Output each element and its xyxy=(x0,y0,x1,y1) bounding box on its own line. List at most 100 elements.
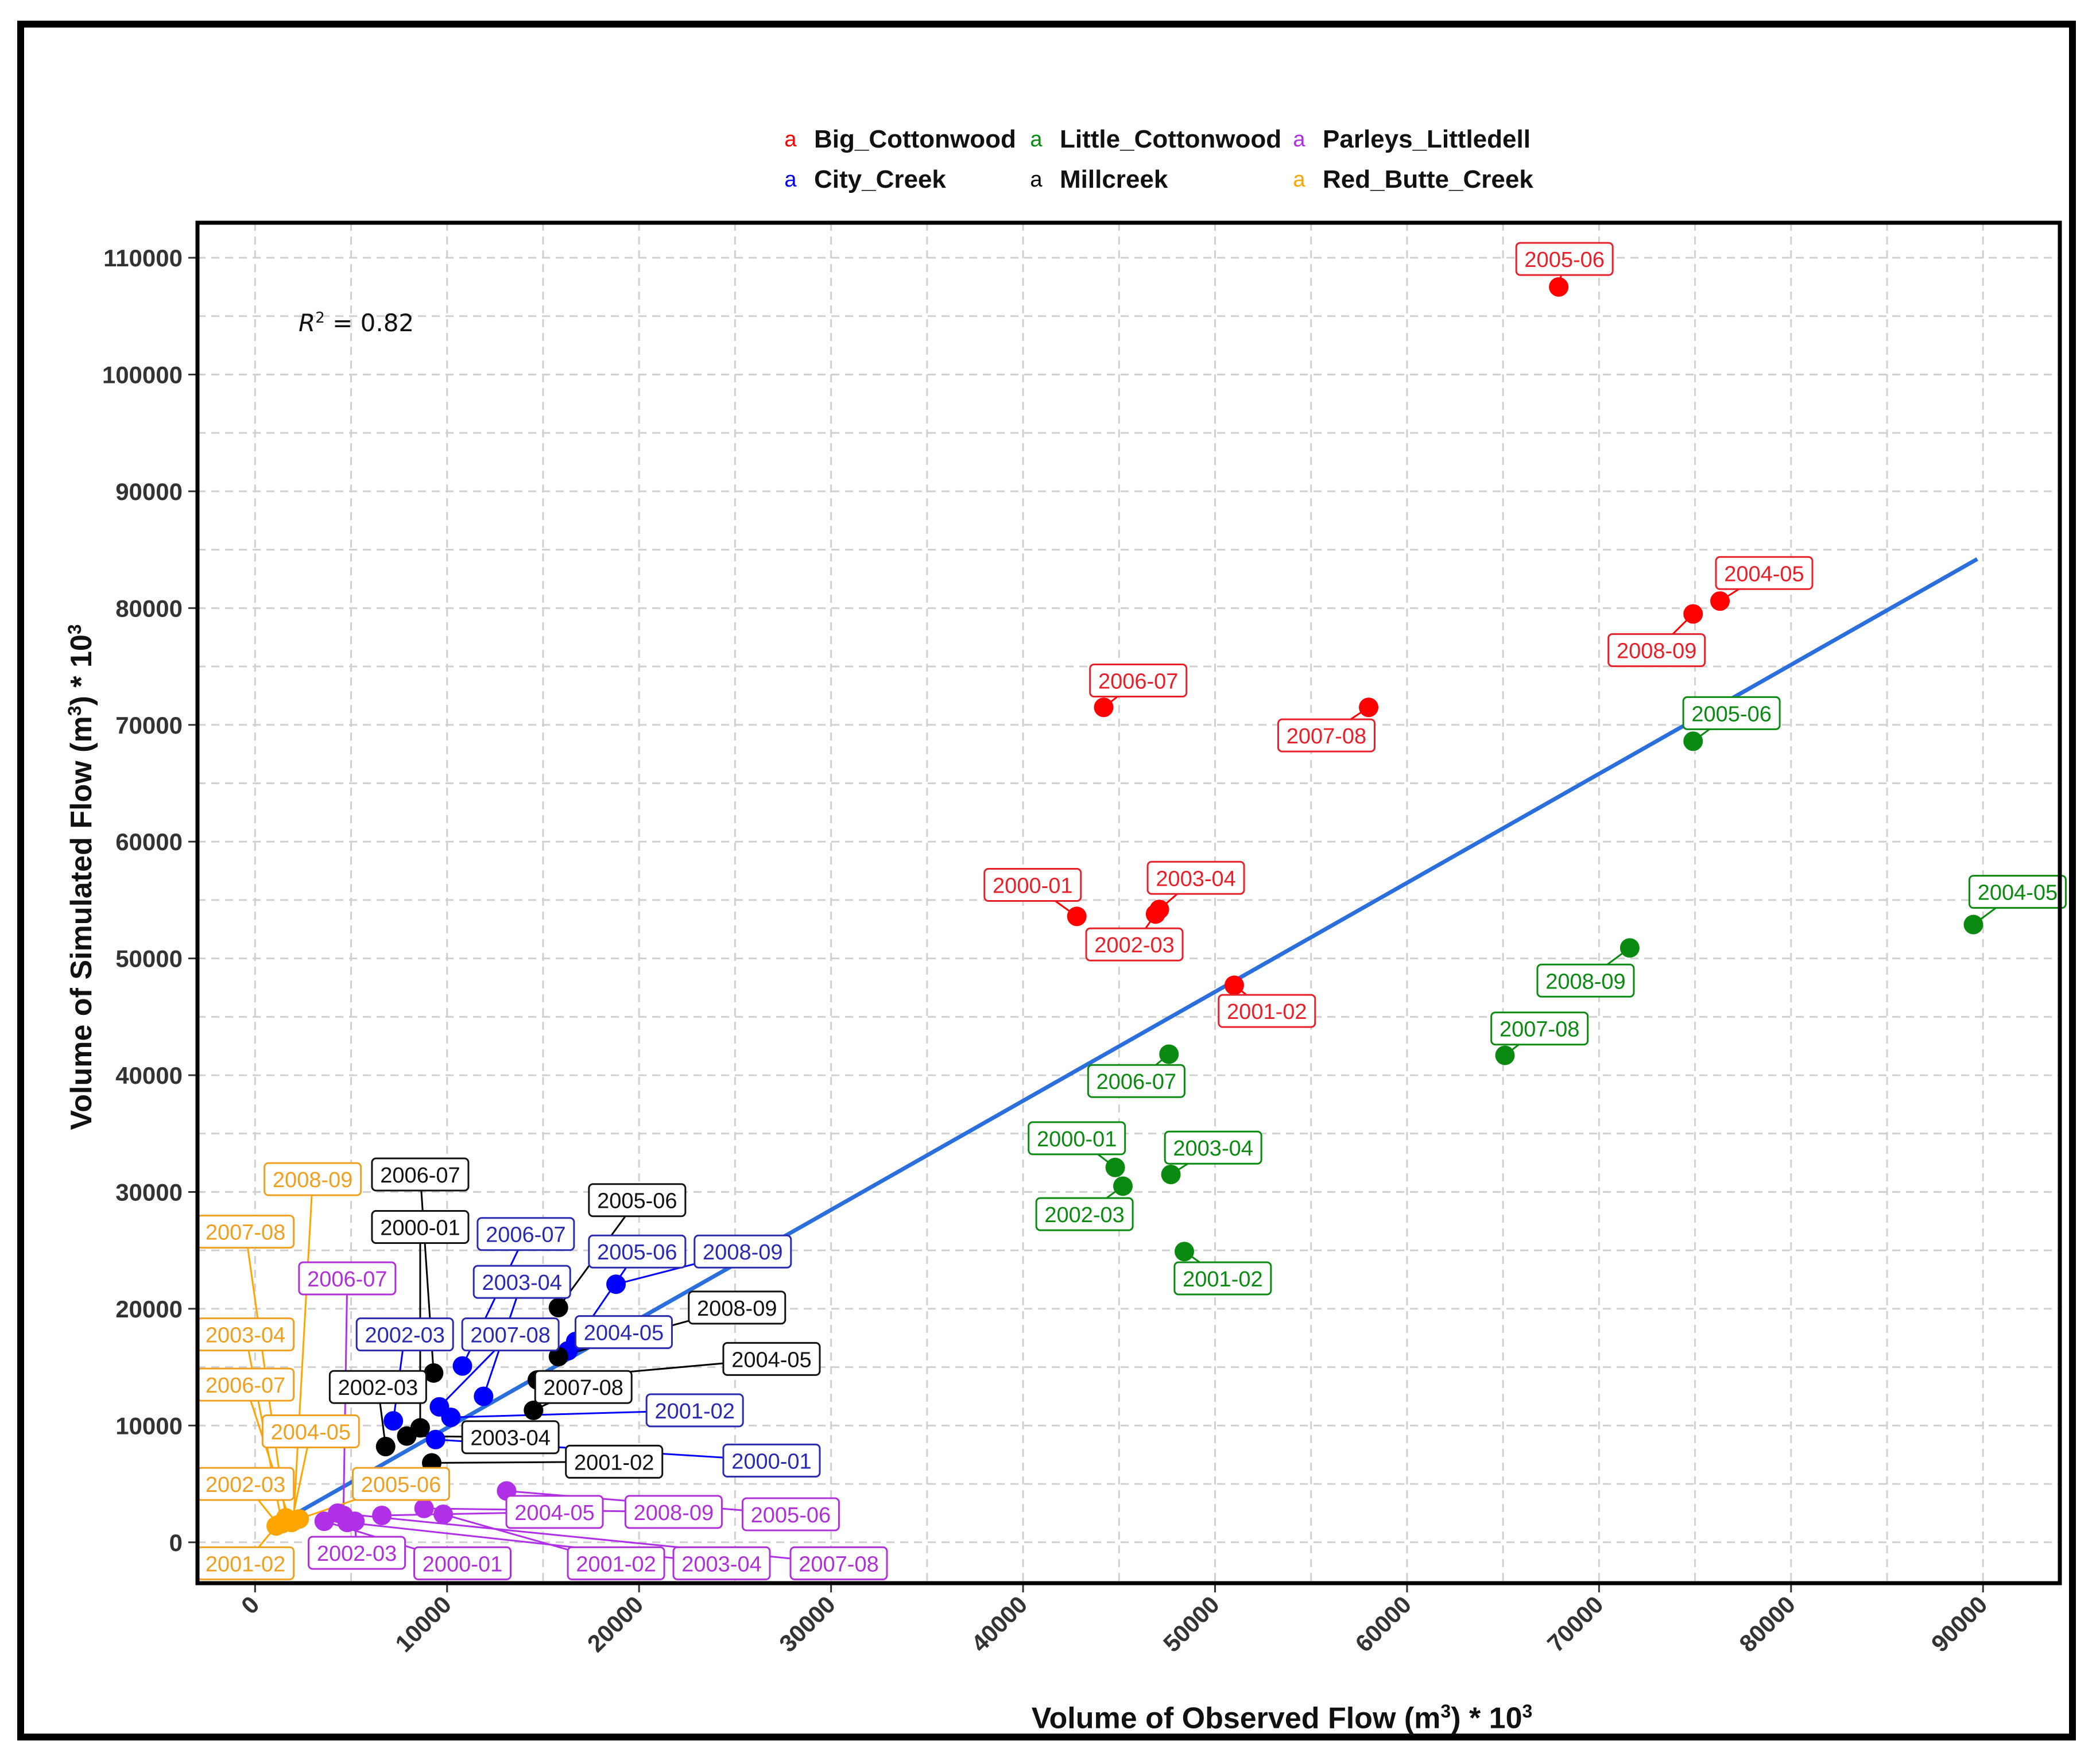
data-point xyxy=(452,1356,472,1376)
data-point xyxy=(606,1274,626,1294)
data-label-box xyxy=(461,1317,560,1352)
data-point xyxy=(1963,914,1983,935)
x-axis-title-main: Volume of Observed Flow (m xyxy=(1031,1701,1441,1735)
data-point xyxy=(289,1509,309,1529)
legend-label: City_Creek xyxy=(814,165,946,193)
data-label: 2003-04 xyxy=(482,1271,561,1295)
data-point xyxy=(375,1436,396,1456)
x-axis-title: Volume of Observed Flow (m3) * 103 xyxy=(24,1701,2069,1735)
data-label: 2005-06 xyxy=(361,1473,441,1497)
data-label-box xyxy=(983,867,1082,902)
x-axis-title-sup: 3 xyxy=(1522,1701,1533,1722)
legend-key: a xyxy=(1293,167,1305,192)
data-label-box xyxy=(1085,927,1184,962)
data-label: 2004-05 xyxy=(1724,562,1804,586)
data-label: 2001-02 xyxy=(1183,1267,1262,1292)
data-point xyxy=(1710,591,1730,611)
legend-label: Red_Butte_Creek xyxy=(1323,165,1533,193)
data-point xyxy=(548,1347,568,1367)
data-label: 2002-03 xyxy=(1094,933,1174,957)
data-label-box xyxy=(1173,1261,1272,1296)
data-label: 2005-06 xyxy=(751,1503,831,1527)
data-label: 2003-04 xyxy=(470,1426,550,1451)
data-label: 2006-07 xyxy=(380,1164,460,1188)
legend-item-big-cottonwood: a Big_Cottonwood xyxy=(782,125,1016,154)
legend-label: Millcreek xyxy=(1060,165,1168,193)
data-label-box xyxy=(298,1261,397,1296)
data-point xyxy=(1174,1242,1194,1262)
data-label-box xyxy=(688,1290,787,1325)
data-point xyxy=(266,1516,286,1536)
data-label: 2003-04 xyxy=(206,1324,285,1348)
data-label-box xyxy=(1218,994,1316,1028)
data-label-box xyxy=(693,1234,792,1269)
legend-key: a xyxy=(1030,127,1043,152)
legend-label: Little_Cottonwood xyxy=(1060,125,1282,153)
data-label: 2000-01 xyxy=(1037,1127,1117,1152)
data-label-box xyxy=(371,1157,470,1192)
y-tick-label: 40000 xyxy=(115,1062,183,1089)
data-label: 2005-06 xyxy=(1691,702,1771,726)
data-point xyxy=(1683,604,1703,624)
data-label-box xyxy=(1536,963,1635,998)
data-label-box xyxy=(672,1546,771,1580)
data-label-box xyxy=(476,1217,575,1251)
data-point xyxy=(1495,1045,1515,1065)
data-label-box xyxy=(472,1265,571,1299)
x-tick-label: 90000 xyxy=(1926,1591,1993,1657)
y-axis-title-sup: 3 xyxy=(64,705,85,716)
data-label-box xyxy=(505,1495,604,1529)
legend-item-red-butte-creek: a Red_Butte_Creek xyxy=(1291,165,1533,194)
plot-panel-border xyxy=(195,220,2062,1585)
data-label-box xyxy=(1277,718,1376,753)
y-tick-label: 80000 xyxy=(115,595,183,622)
data-label: 2008-09 xyxy=(273,1168,352,1192)
x-tick-label: 60000 xyxy=(1350,1591,1416,1657)
data-label-box xyxy=(534,1370,633,1404)
data-label-box xyxy=(308,1536,406,1570)
data-label-box xyxy=(624,1495,723,1529)
data-point xyxy=(1549,277,1569,297)
legend-key: a xyxy=(1030,167,1043,192)
data-label: 2007-08 xyxy=(470,1324,550,1348)
data-label: 2000-01 xyxy=(423,1552,502,1576)
data-point xyxy=(1159,1044,1179,1064)
x-tick-label: 20000 xyxy=(582,1591,649,1657)
r-squared-sup: 2 xyxy=(315,309,325,327)
legend-key: a xyxy=(784,167,797,192)
data-label: 2005-06 xyxy=(597,1189,677,1214)
scatter-chart: 0 10000 20000 30000 40000 50000 60000 70000 8000… xyxy=(102,220,2067,1657)
r-squared-value: = 0.82 xyxy=(324,309,414,337)
data-label-box xyxy=(264,1162,362,1196)
data-point xyxy=(1105,1157,1125,1177)
data-point xyxy=(1094,697,1114,718)
data-label-box xyxy=(1968,875,2067,909)
data-label-box xyxy=(588,1234,687,1269)
data-point xyxy=(328,1503,348,1523)
data-label-box xyxy=(1715,556,1814,590)
data-label-box xyxy=(588,1183,687,1218)
y-tick-label: 90000 xyxy=(115,478,183,505)
y-tick-label: 0 xyxy=(169,1529,183,1556)
data-label: 2004-05 xyxy=(1978,881,2058,905)
y-tick-label: 20000 xyxy=(115,1296,183,1323)
r-squared-annotation: R2 = 0.82 xyxy=(299,309,414,337)
data-label: 2006-07 xyxy=(486,1223,565,1247)
data-point xyxy=(548,1297,568,1317)
data-point xyxy=(397,1426,417,1446)
legend-key: a xyxy=(1293,127,1305,152)
data-label-box xyxy=(1028,1121,1126,1156)
legend-key: a xyxy=(784,127,797,152)
data-label-box xyxy=(565,1444,664,1479)
data-label: 2006-07 xyxy=(307,1267,387,1292)
data-label: 2007-08 xyxy=(1500,1018,1579,1042)
data-label: 2007-08 xyxy=(206,1221,285,1245)
x-tick-label: 0 xyxy=(236,1591,265,1619)
legend-label: Big_Cottonwood xyxy=(814,125,1016,153)
data-label: 2002-03 xyxy=(317,1542,397,1566)
data-label: 2002-03 xyxy=(338,1376,418,1400)
data-point xyxy=(524,1400,544,1420)
data-point xyxy=(1067,906,1087,926)
data-point xyxy=(425,1429,445,1449)
data-point xyxy=(1683,731,1703,751)
